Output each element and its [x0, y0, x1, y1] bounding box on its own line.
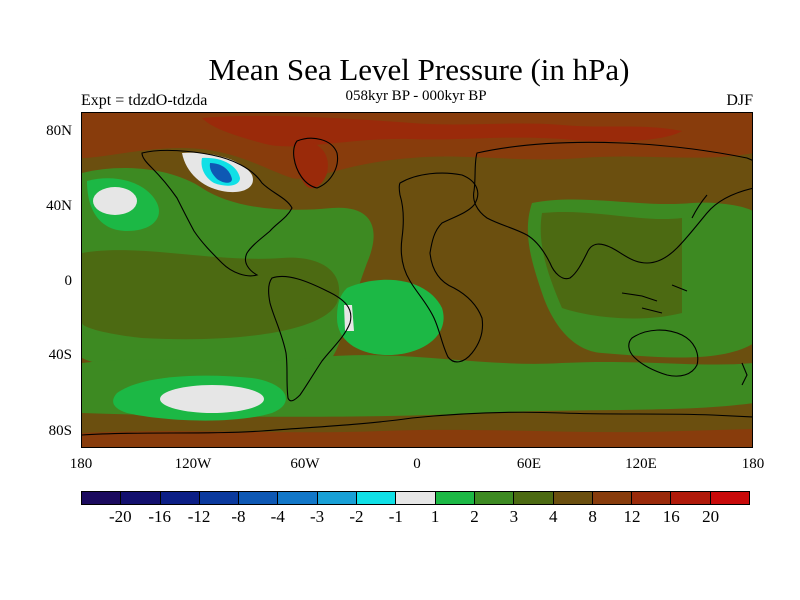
legend-box: [435, 492, 475, 504]
lat-label-40s: 40S: [48, 347, 72, 363]
field-southern-darkbrown: [82, 429, 752, 447]
coast-europe-africa: [398, 172, 484, 363]
experiment-label: Expt = tdzdO-tdzda: [81, 92, 208, 109]
coast-nz: [741, 362, 748, 386]
lon-label-180e: 180: [741, 456, 765, 472]
coast-asia: [473, 141, 752, 280]
legend-box: [357, 492, 397, 504]
legend-box: [199, 492, 240, 504]
coast-indonesia: [621, 284, 688, 314]
lon-label-180w: 180: [69, 456, 93, 472]
lon-label-120e: 120E: [625, 456, 657, 472]
field-olive-1: [82, 250, 340, 340]
legend-label: -16: [148, 507, 172, 526]
field-spacific-white: [160, 385, 264, 413]
field-greenland-red: [293, 142, 328, 189]
lat-label-0: 0: [64, 273, 73, 289]
lon-label-120w: 120W: [174, 456, 212, 472]
legend-box: [632, 492, 672, 504]
color-legend: [81, 491, 750, 505]
legend-label: 1: [430, 507, 440, 526]
coast-north-america: [141, 149, 293, 277]
field-atlantic-bright: [337, 279, 444, 356]
legend-box: [671, 492, 711, 504]
lat-label-80n: 80N: [46, 123, 72, 139]
legend-label: -12: [187, 507, 211, 526]
field-olive-2: [540, 211, 682, 319]
coast-antarctica: [82, 411, 752, 436]
lat-label-80s: 80S: [48, 423, 72, 439]
legend-box: [82, 492, 122, 504]
legend-label: 3: [509, 507, 519, 526]
legend-box: [239, 492, 279, 504]
legend-box: [121, 492, 161, 504]
legend-label: 8: [588, 507, 597, 526]
lon-label-60w: 60W: [290, 456, 320, 472]
legend-label: -20: [109, 507, 132, 526]
legend-box: [710, 492, 750, 504]
field-na-blue: [209, 163, 232, 183]
legend-label: 12: [623, 507, 641, 526]
figure-subtitle: 058kyr BP - 000kyr BP: [345, 88, 487, 104]
coastlines: [82, 137, 752, 436]
legend-label: 4: [548, 507, 558, 526]
lon-label-0: 0: [413, 456, 421, 472]
legend-label: -8: [231, 507, 246, 526]
lat-label-40n: 40N: [46, 198, 72, 214]
coast-japan: [691, 194, 708, 219]
legend-box: [396, 492, 436, 504]
coast-greenland: [293, 137, 339, 189]
legend-label: -1: [388, 507, 403, 526]
legend-label: 20: [702, 507, 720, 526]
legend-box: [592, 492, 633, 504]
legend-box: [317, 492, 358, 504]
legend-box: [474, 492, 515, 504]
legend-label: 16: [662, 507, 680, 526]
field-npacific-white: [93, 187, 137, 215]
coast-south-america: [268, 275, 352, 402]
figure-title: Mean Sea Level Pressure (in hPa): [208, 52, 630, 87]
legend-box: [160, 492, 200, 504]
field-brazil-white: [344, 305, 354, 331]
legend-label: -2: [349, 507, 364, 526]
season-label: DJF: [726, 92, 753, 109]
legend-box: [278, 492, 318, 504]
legend-label: 2: [470, 507, 479, 526]
lon-label-60e: 60E: [516, 456, 542, 472]
legend-box: [514, 492, 554, 504]
coast-australia: [628, 329, 699, 377]
field-arctic-red: [202, 115, 682, 147]
legend-label: -3: [310, 507, 325, 526]
legend-box: [553, 492, 593, 504]
legend-label: -4: [270, 507, 285, 526]
pressure-map: [81, 112, 753, 448]
map-canvas: [82, 113, 752, 447]
